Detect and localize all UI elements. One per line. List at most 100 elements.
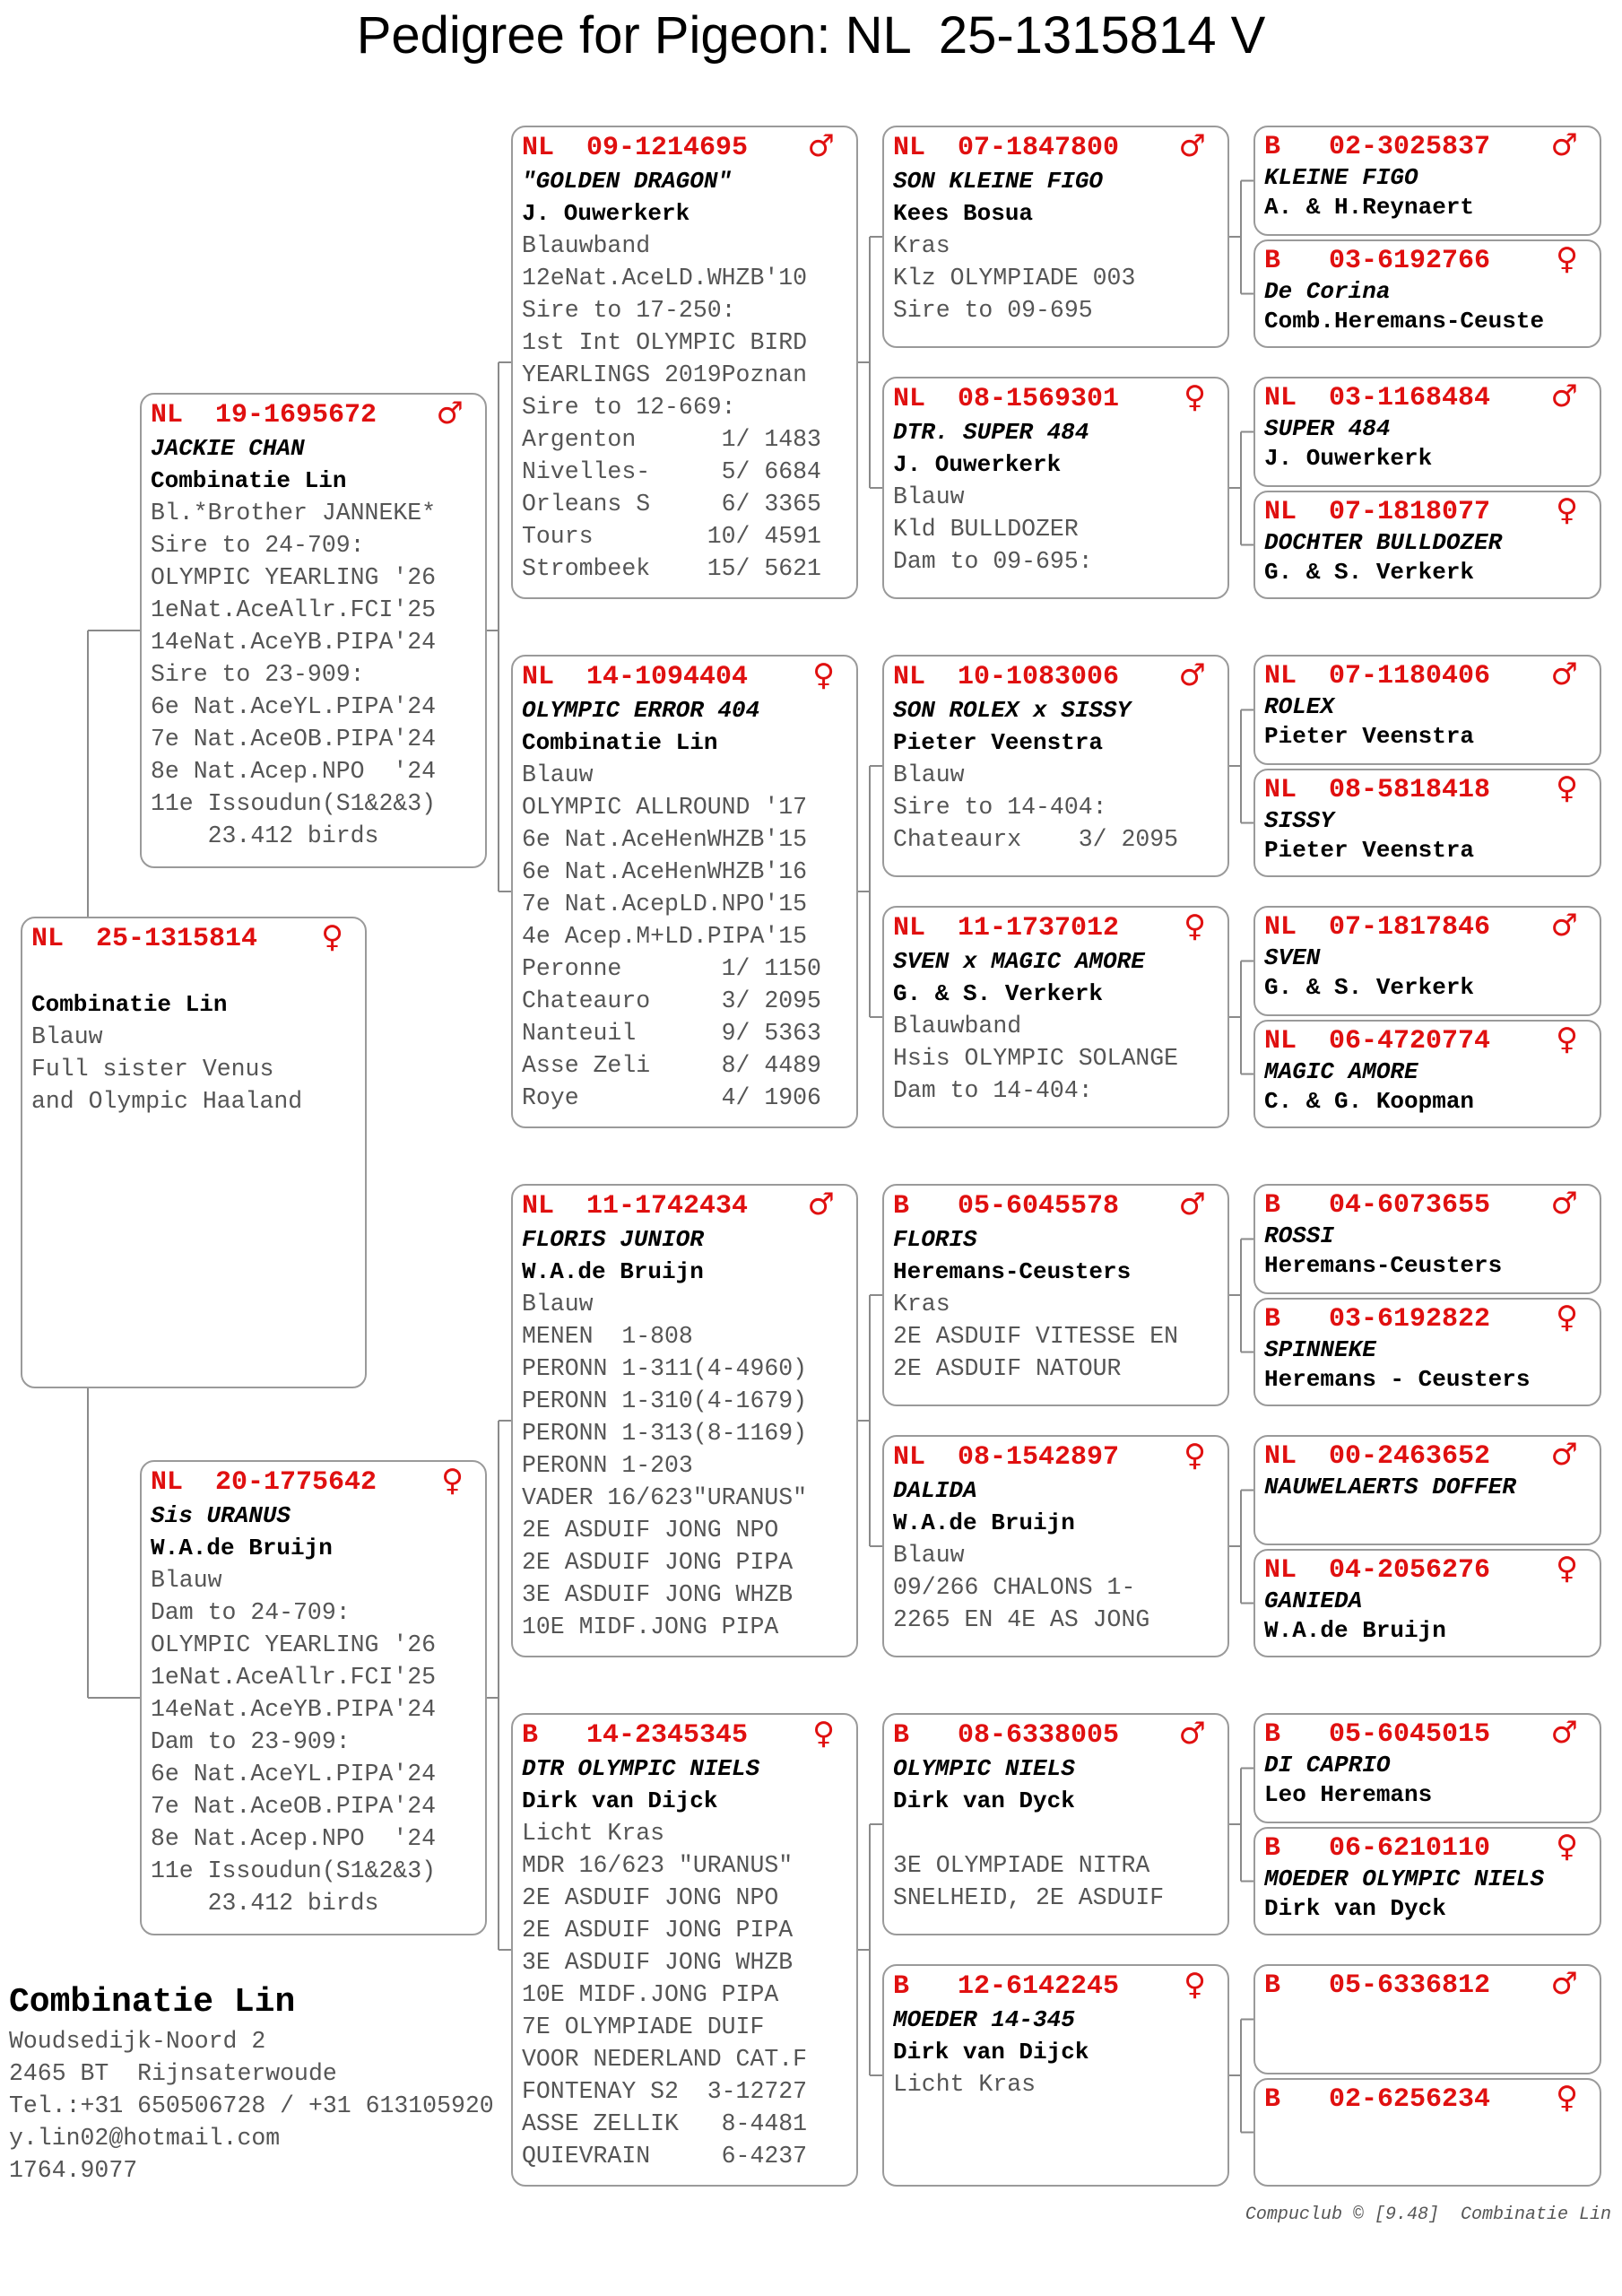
pigeon-card[interactable]: B 02-3025837 ♂ KLEINE FIGO A. & H.Reynaert xyxy=(1253,126,1601,236)
male-icon: ♂ xyxy=(1550,1186,1578,1222)
pigeon-card[interactable]: NL 04-2056276 ♀ GANIEDA W.A.de Bruijn xyxy=(1253,1549,1601,1657)
female-icon: ♀ xyxy=(812,657,835,693)
pigeon-info-line: Blauw xyxy=(151,1567,222,1594)
pigeon-info-line: 7E OLYMPIADE DUIF xyxy=(522,2013,765,2040)
pigeon-info-line: Blauwband xyxy=(522,232,651,259)
pigeon-info-line xyxy=(893,1817,1219,1849)
pigeon-card[interactable]: B 05-6045578 ♂ FLORIS Heremans-Ceusters Kras 2… xyxy=(882,1184,1229,1406)
pigeon-info-line: Bl.*Brother JANNEKE* xyxy=(151,500,437,526)
ring-header: B 05-6045015 ♂ xyxy=(1264,1717,1591,1751)
pigeon-info-line: Sire to 17-250: xyxy=(522,297,736,324)
pigeon-card[interactable]: NL 08-1569301 ♀ DTR. SUPER 484 J. Ouwerkerk B… xyxy=(882,377,1229,599)
pigeon-owner: Dirk van Dyck xyxy=(1264,1895,1446,1922)
ring-country: B xyxy=(1264,1719,1281,1750)
ring-number: 08-1569301 xyxy=(958,384,1120,414)
pigeon-info-line: 6e Nat.AceHenWHZB'16 xyxy=(522,858,808,885)
pigeon-info-line: Sire to 24-709: xyxy=(151,532,365,559)
pigeon-owner: Comb.Heremans-Ceuste xyxy=(1264,308,1545,335)
pigeon-card[interactable]: B 02-6256234 ♀ xyxy=(1253,2078,1601,2187)
pigeon-info-line: Nanteuil 9/ 5363 xyxy=(522,1020,821,1047)
pigeon-card[interactable]: B 04-6073655 ♂ ROSSI Heremans-Ceusters xyxy=(1253,1184,1601,1294)
pigeon-info-line: 2E ASDUIF JONG PIPA xyxy=(522,1549,794,1576)
ring-country: NL xyxy=(893,662,926,692)
ring-country: B xyxy=(893,1720,910,1751)
pigeon-card[interactable]: NL 03-1168484 ♂ SUPER 484 J. Ouwerkerk xyxy=(1253,377,1601,487)
pigeon-name: DTR OLYMPIC NIELS xyxy=(522,1755,760,1782)
pigeon-card[interactable]: NL 11-1737012 ♀ SVEN x MAGIC AMORE G. & S. V… xyxy=(882,906,1229,1128)
pigeon-info-line: Nivelles- 5/ 6684 xyxy=(522,458,821,485)
female-icon: ♀ xyxy=(1556,1300,1578,1335)
ring-header: B 03-6192822 ♀ xyxy=(1264,1300,1591,1335)
pigeon-card[interactable]: B 03-6192766 ♀ De Corina Comb.Heremans-Ceust… xyxy=(1253,239,1601,348)
ring-country: NL xyxy=(1264,912,1297,943)
ring-number: 07-1847800 xyxy=(958,133,1120,163)
pigeon-card[interactable]: B 06-6210110 ♀ MOEDER OLYMPIC NIELS Dirk van… xyxy=(1253,1827,1601,1935)
pigeon-owner: Pieter Veenstra xyxy=(1264,723,1475,750)
ring-number: 08-5818418 xyxy=(1329,775,1491,805)
pigeon-card[interactable]: NL 11-1742434 ♂ FLORIS JUNIOR W.A.de Bruijn B… xyxy=(511,1184,858,1657)
pigeon-card[interactable]: NL 25-1315814 ♀ Combinatie Lin Blauw Full sis… xyxy=(21,917,367,1388)
page-title: Pedigree for Pigeon: NL 25-1315814 V xyxy=(356,6,1266,65)
ring-country: NL xyxy=(151,1467,184,1498)
pigeon-info-line: YEARLINGS 2019Poznan xyxy=(522,361,808,388)
pigeon-card[interactable]: NL 08-5818418 ♀ SISSY Pieter Veenstra xyxy=(1253,769,1601,877)
ring-number: 11-1737012 xyxy=(958,913,1120,944)
pigeon-card[interactable]: NL 07-1180406 ♂ ROLEX Pieter Veenstra xyxy=(1253,655,1601,765)
pigeon-card[interactable]: NL 06-4720774 ♀ MAGIC AMORE C. & G. Koopman xyxy=(1253,1020,1601,1128)
ring-number: 14-1094404 xyxy=(586,662,749,692)
pigeon-card[interactable]: NL 00-2463652 ♂ NAUWELAERTS DOFFER xyxy=(1253,1435,1601,1545)
ring-country: NL xyxy=(893,913,926,944)
ring-number: 02-3025837 xyxy=(1329,132,1491,162)
pigeon-card[interactable]: NL 19-1695672 ♂ JACKIE CHAN Combinatie Lin Bl… xyxy=(140,393,487,868)
pigeon-card[interactable]: NL 20-1775642 ♀ Sis URANUS W.A.de Bruijn Blau… xyxy=(140,1460,487,1935)
pigeon-info-line: 2E ASDUIF NATOUR xyxy=(893,1355,1122,1382)
ring-country: B xyxy=(893,1191,910,1222)
pigeon-info-line: Asse Zeli 8/ 4489 xyxy=(522,1052,821,1079)
breeder-city: 2465 BT Rijnsaterwoude xyxy=(9,2060,337,2087)
pigeon-info-line: 8e Nat.Acep.NPO '24 xyxy=(151,1825,437,1852)
pigeon-card[interactable]: NL 07-1817846 ♂ SVEN G. & S. Verkerk xyxy=(1253,906,1601,1016)
ring-country: NL xyxy=(893,384,926,414)
ring-number: 05-6336812 xyxy=(1329,1970,1491,2001)
pigeon-card[interactable]: B 08-6338005 ♂ OLYMPIC NIELS Dirk van Dyck 3E… xyxy=(882,1713,1229,1935)
pigeon-owner: W.A.de Bruijn xyxy=(893,1509,1075,1536)
pigeon-card[interactable]: NL 14-1094404 ♀ OLYMPIC ERROR 404 Combinatie… xyxy=(511,655,858,1128)
ring-country: NL xyxy=(522,662,555,692)
pigeon-name: JACKIE CHAN xyxy=(151,435,305,462)
pigeon-card[interactable]: B 05-6336812 ♂ xyxy=(1253,1964,1601,2074)
pigeon-name: SVEN x MAGIC AMORE xyxy=(893,948,1145,975)
male-icon: ♂ xyxy=(1550,657,1578,692)
pigeon-owner xyxy=(1264,2145,1591,2175)
pigeon-name: De Corina xyxy=(1264,278,1391,305)
pigeon-card[interactable]: NL 07-1818077 ♀ DOCHTER BULLDOZER G. & S. Ve… xyxy=(1253,491,1601,599)
pigeon-name: DI CAPRIO xyxy=(1264,1752,1391,1779)
pigeon-info-line: Licht Kras xyxy=(893,2071,1037,2098)
pigeon-card[interactable]: NL 07-1847800 ♂ SON KLEINE FIGO Kees Bosua Kr… xyxy=(882,126,1229,348)
ring-number: 19-1695672 xyxy=(215,400,377,430)
pigeon-info-line: 7e Nat.AceOB.PIPA'24 xyxy=(151,1793,437,1820)
pigeon-name: SVEN xyxy=(1264,944,1321,971)
ring-header: B 08-6338005 ♂ xyxy=(893,1717,1219,1752)
female-icon: ♀ xyxy=(812,1716,835,1752)
pigeon-card[interactable]: B 05-6045015 ♂ DI CAPRIO Leo Heremans xyxy=(1253,1713,1601,1823)
pigeon-info-line: Kras xyxy=(893,1291,950,1318)
pigeon-card[interactable]: NL 09-1214695 ♂ "GOLDEN DRAGON" J. Ouwerkerk… xyxy=(511,126,858,599)
pigeon-name: SISSY xyxy=(1264,807,1335,834)
ring-header: NL 09-1214695 ♂ xyxy=(522,129,847,165)
pigeon-info-line: QUIEVRAIN 6-4237 xyxy=(522,2143,808,2170)
ring-header: NL 20-1775642 ♀ xyxy=(151,1464,476,1500)
pigeon-info-line: 1eNat.AceAllr.FCI'25 xyxy=(151,1664,437,1691)
ring-header: NL 11-1742434 ♂ xyxy=(522,1187,847,1223)
pigeon-card[interactable]: B 03-6192822 ♀ SPINNEKE Heremans - Ceusters xyxy=(1253,1298,1601,1406)
breeder-email[interactable]: y.lin02@hotmail.com xyxy=(9,2125,281,2152)
pigeon-card[interactable]: NL 10-1083006 ♂ SON ROLEX x SISSY Pieter Vee… xyxy=(882,655,1229,877)
pigeon-info-line: 23.412 birds xyxy=(151,1890,379,1917)
pigeon-info-line: Orleans S 6/ 3365 xyxy=(522,491,821,517)
pigeon-info-line: 3E OLYMPIADE NITRA xyxy=(893,1852,1150,1879)
pigeon-card[interactable]: B 14-2345345 ♀ DTR OLYMPIC NIELS Dirk van Di… xyxy=(511,1713,858,2187)
pigeon-card[interactable]: NL 08-1542897 ♀ DALIDA W.A.de Bruijn Blauw 09/… xyxy=(882,1435,1229,1657)
pigeon-info-line: Sire to 14-404: xyxy=(893,794,1107,821)
pigeon-info-line: MDR 16/623 "URANUS" xyxy=(522,1852,794,1879)
pigeon-card[interactable]: B 12-6142245 ♀ MOEDER 14-345 Dirk van Dijck L… xyxy=(882,1964,1229,2187)
